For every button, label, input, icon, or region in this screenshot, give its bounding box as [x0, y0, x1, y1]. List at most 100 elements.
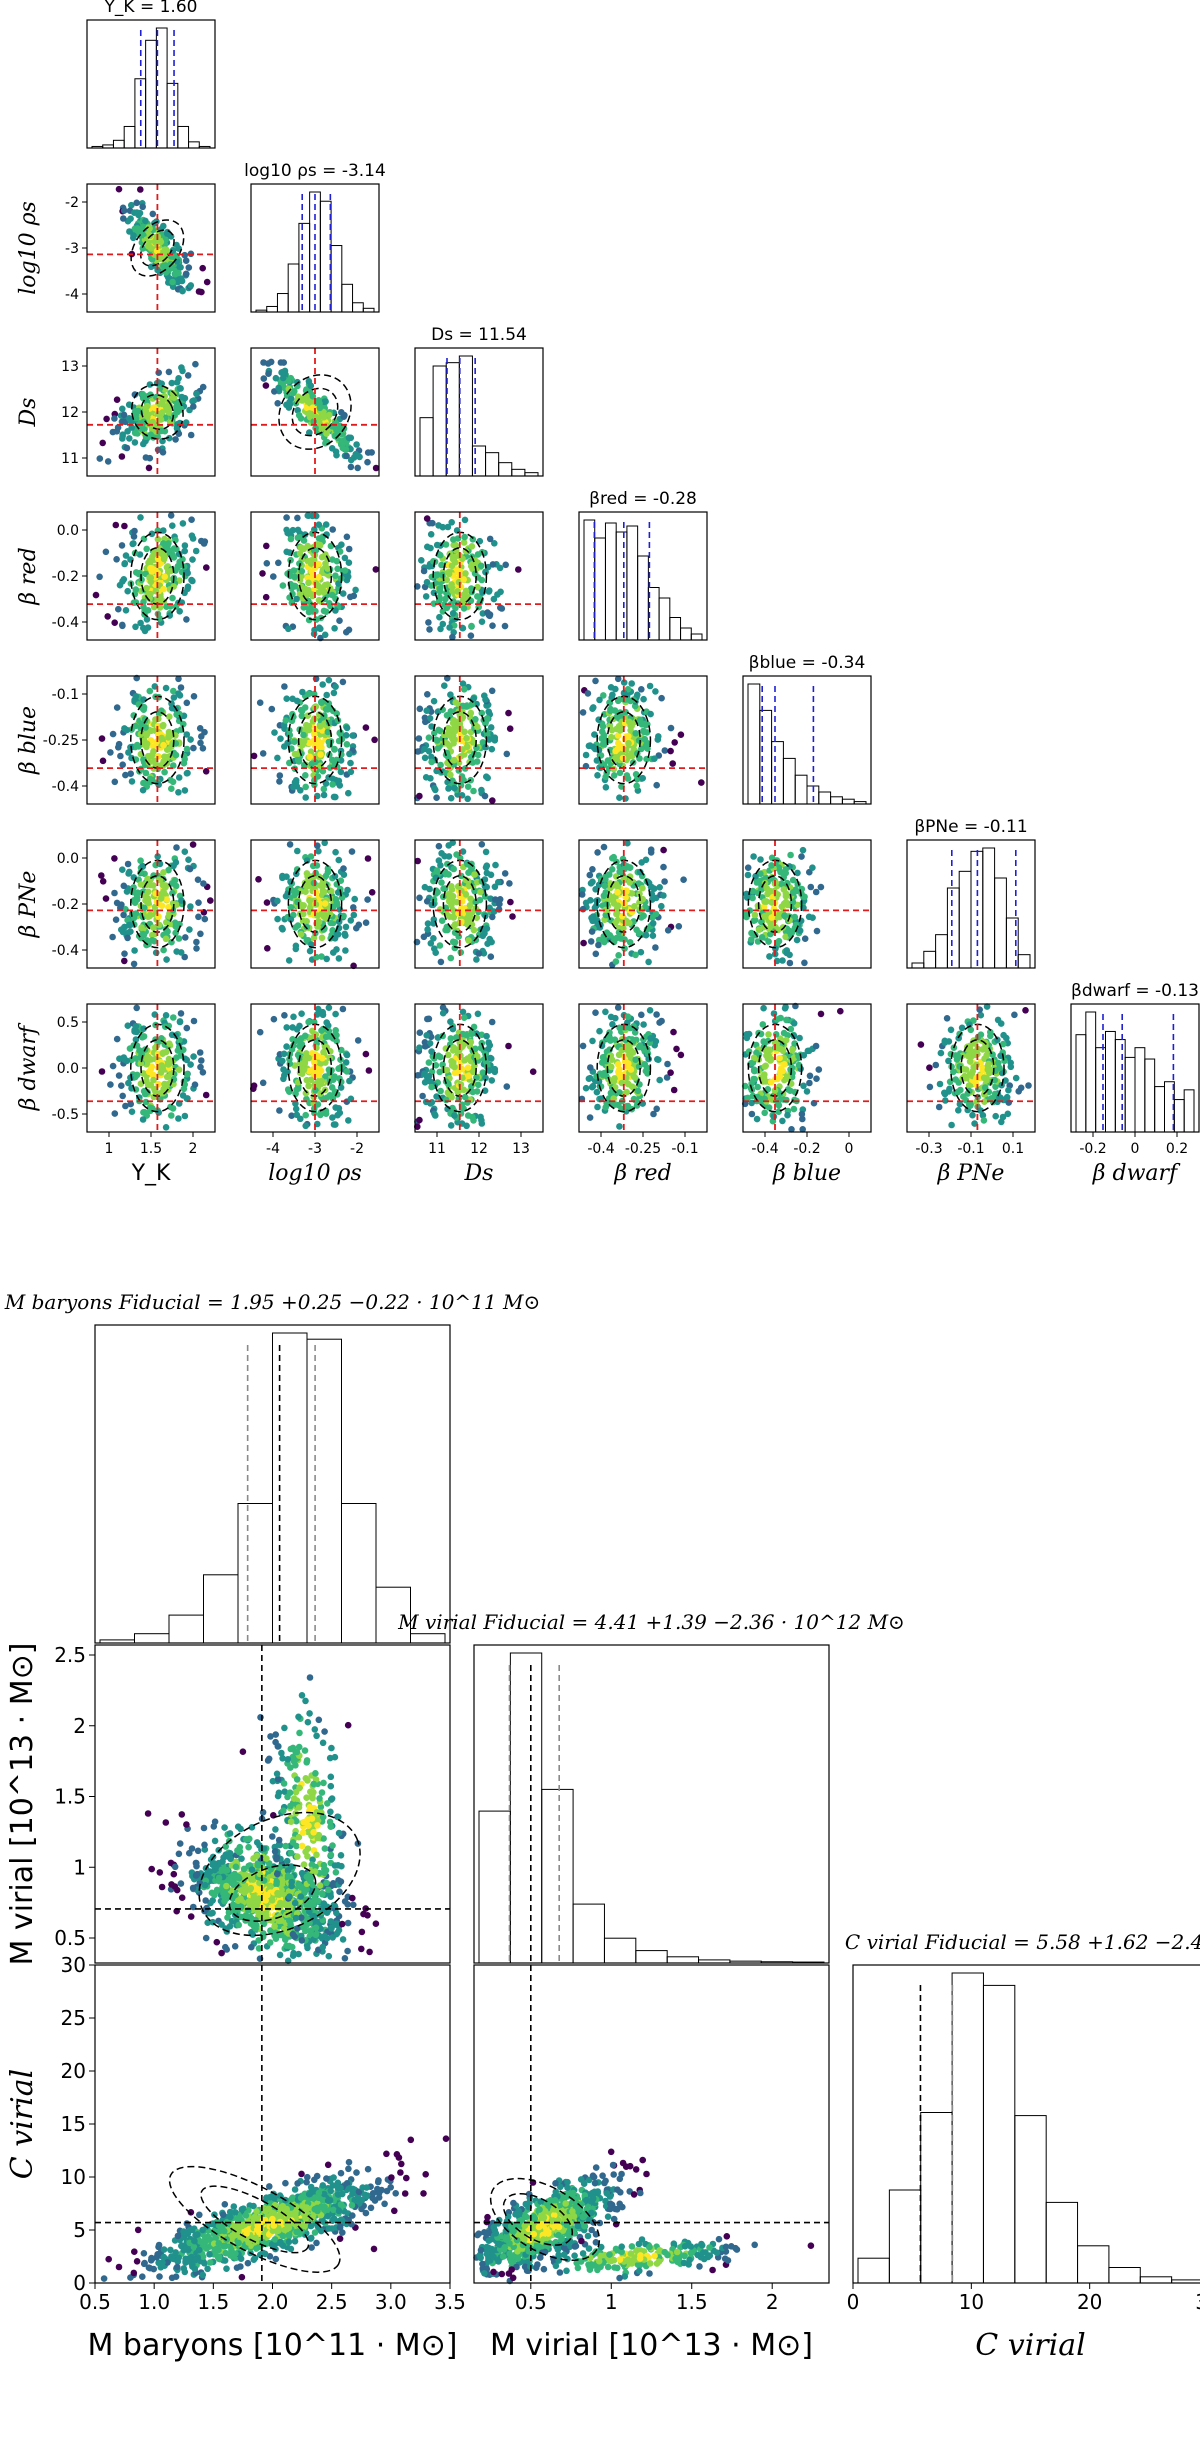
- panel-beta_PNe-vs-beta_blue-scatter-point: [755, 926, 763, 933]
- panel-beta_PNe-vs-Y_K-scatter-point: [186, 926, 193, 933]
- panel-beta_red-vs-log10_rho_s-scatter-point: [259, 570, 266, 577]
- panel-beta_dwarf-vs-Ds-scatter-point: [475, 1081, 482, 1089]
- panel-beta_blue-vs-log10_rho_s-scatter-point: [271, 729, 278, 736]
- panel-log10_rho_s-vs-Y_K-scatter-point: [181, 251, 188, 259]
- panel-beta_blue-vs-log10_rho_s-scatter-point: [347, 768, 355, 776]
- panel-beta_red-vs-log10_rho_s-scatter-point: [328, 591, 336, 599]
- panel-beta_dwarf-vs-beta_red-scatter-point: [586, 1114, 594, 1121]
- hist-beta_red-bar-1: [594, 537, 606, 641]
- ytick-label-beta_PNe-0: 0.0: [57, 851, 79, 867]
- hist-log10_rho_s-bar-3: [287, 263, 300, 313]
- hist-beta_blue-bar-4: [794, 774, 808, 805]
- panel-beta_blue-vs-Y_K-scatter-point: [155, 715, 162, 723]
- panel-beta_red-vs-Ds-scatter-point: [462, 570, 469, 577]
- panel-beta_blue-vs-Y_K-scatter-point: [172, 751, 180, 759]
- panel-beta_blue-vs-log10_rho_s-scatter-point: [284, 739, 291, 747]
- ytick-label-Ds-0: 13: [61, 359, 79, 375]
- panel-log10_rho_s-vs-Y_K-scatter-point: [130, 232, 137, 239]
- panel-log10_rho_s-vs-Y_K-contour-inner: [139, 229, 175, 267]
- panel-beta_dwarf-vs-Y_K-scatter-point: [141, 1109, 149, 1116]
- panel-beta_red-vs-Y_K-scatter-point: [183, 616, 190, 623]
- panel-beta_blue-vs-Y_K-scatter-point: [122, 771, 129, 779]
- panel-beta_red-vs-Y_K-scatter-point: [129, 540, 136, 548]
- panel-beta_dwarf-vs-beta_blue-scatter-point: [786, 1087, 794, 1094]
- panel-beta_blue-vs-beta_red-scatter-point: [638, 686, 645, 693]
- panel-beta_red-vs-Ds-scatter-point: [478, 576, 486, 584]
- panel-beta_blue-vs-log10_rho_s-scatter-point: [323, 706, 331, 713]
- panel-beta_dwarf-vs-beta_blue-scatter-point: [812, 1042, 820, 1050]
- panel-beta_dwarf-vs-Y_K-scatter-point: [187, 1061, 194, 1068]
- panel-Ds-vs-Y_K-contour-outer: [130, 384, 184, 440]
- panel-beta_red-vs-log10_rho_s-scatter-point: [291, 573, 299, 581]
- panel-beta_dwarf-vs-log10_rho_s-scatter-point: [332, 1121, 339, 1128]
- panel-beta_blue-vs-log10_rho_s-scatter-point: [324, 728, 332, 736]
- panel-beta_PNe-vs-beta_blue-scatter-point: [782, 866, 789, 873]
- panel-beta_dwarf-vs-beta_red-scatter-point: [593, 1088, 601, 1096]
- panel-beta_PNe-vs-log10_rho_s-scatter-point: [293, 889, 300, 896]
- xtick-label-Y_K-2: 2: [189, 1141, 198, 1157]
- panel-beta_blue-vs-Ds-scatter-point: [470, 787, 477, 795]
- panel-beta_PNe-vs-beta_red-scatter-point: [616, 868, 623, 875]
- panel-beta_red-vs-Y_K-scatter-point: [176, 558, 183, 566]
- panel-beta_blue-vs-Y_K-scatter-point: [99, 757, 107, 765]
- panel-beta_blue-vs-Ds-scatter-point: [464, 783, 472, 790]
- panel-beta_blue-vs-Ds-scatter-point: [450, 756, 458, 764]
- panel-beta_red-vs-Y_K-scatter-point: [160, 585, 167, 593]
- panel-beta_red-vs-log10_rho_s-scatter-point: [279, 582, 287, 589]
- panel-beta_dwarf-vs-Y_K-scatter-point: [170, 1014, 177, 1021]
- panel-beta_blue-vs-log10_rho_s-scatter-point: [316, 723, 324, 730]
- panel-beta_dwarf-vs-beta_PNe-scatter-point: [1005, 1086, 1012, 1094]
- ytick-label-beta_red-2: -0.4: [52, 615, 79, 631]
- panel-beta_dwarf-vs-Y_K-scatter-point: [181, 1112, 189, 1120]
- panel-beta_blue-vs-Ds-frame: [414, 675, 544, 805]
- panel-beta_blue-vs-Ds-scatter-point: [488, 745, 496, 753]
- panel-log10_rho_s-vs-Y_K-scatter-point: [153, 247, 161, 255]
- panel-beta_blue-vs-log10_rho_s-scatter-point: [310, 690, 318, 698]
- panel-beta_blue-vs-beta_red-scatter-point: [634, 691, 641, 699]
- panel-Ds-vs-Y_K-scatter-point: [187, 431, 195, 439]
- panel-Ds-vs-Y_K-scatter-point: [192, 360, 199, 368]
- panel-beta_PNe-vs-beta_red-scatter-point: [639, 884, 646, 892]
- panel-beta_dwarf-vs-Ds-scatter-point: [416, 1029, 424, 1036]
- panel-beta_PNe-vs-Ds-scatter-point: [435, 857, 443, 864]
- panel-beta_blue-vs-Y_K-scatter-point: [145, 759, 153, 766]
- panel-beta_blue-vs-beta_red-scatter-point: [641, 728, 648, 736]
- panel-beta_PNe-vs-log10_rho_s-scatter-point: [320, 888, 328, 895]
- panel-beta_blue-vs-log10_rho_s-scatter-point: [332, 793, 339, 801]
- ylabel-log10_rho_s: log10 ρs: [16, 201, 41, 295]
- panel-Ds-vs-log10_rho_s-scatter-point: [372, 464, 380, 472]
- panel-beta_red-vs-Ds-scatter-point: [478, 618, 486, 625]
- panel-beta_blue-vs-Y_K-scatter-point: [109, 730, 117, 738]
- ytick-label-beta_blue-2: -0.4: [52, 779, 79, 795]
- panel-beta_dwarf-vs-beta_blue-scatter-point: [789, 1046, 796, 1053]
- panel-beta_red-vs-Ds-scatter-point: [468, 561, 476, 568]
- panel-beta_dwarf-vs-log10_rho_s-scatter-point: [300, 1066, 308, 1073]
- panel-beta_red-vs-Y_K-scatter-point: [184, 569, 191, 577]
- panel-beta_dwarf-vs-Y_K-scatter-point: [133, 1004, 140, 1012]
- panel-beta_blue-vs-beta_red-scatter-point: [614, 732, 622, 739]
- panel-beta_blue-vs-Y_K-scatter-point: [183, 745, 191, 753]
- panel-beta_red-vs-log10_rho_s-scatter-point: [339, 590, 347, 597]
- panel-beta_red-vs-Ds-scatter-point: [461, 533, 468, 541]
- panel-beta_PNe-vs-Y_K-scatter-point: [160, 888, 167, 895]
- panel-beta_PNe-vs-Ds-scatter-point: [438, 917, 446, 924]
- panel-Ds-vs-log10_rho_s-scatter-point: [339, 438, 346, 446]
- panel-Ds-vs-log10_rho_s-scatter-point: [323, 430, 330, 437]
- panel-beta_red-vs-log10_rho_s-scatter-point: [315, 573, 323, 581]
- panel-beta_red-vs-log10_rho_s-scatter-point: [341, 567, 349, 574]
- panel-beta_blue-vs-beta_red-scatter-point: [658, 694, 665, 702]
- panel-log10_rho_s-vs-Y_K-scatter-point: [203, 278, 211, 286]
- panel-beta_dwarf-vs-beta_blue-scatter-point: [837, 1007, 844, 1015]
- panel-beta_red-vs-Ds-scatter-point: [438, 561, 445, 569]
- panel-beta_dwarf-vs-beta_red-scatter-point: [647, 1035, 654, 1042]
- panel-beta_blue-vs-beta_red-scatter-point: [633, 782, 640, 790]
- hist-beta_red-bar-9: [680, 627, 692, 641]
- panel-beta_red-vs-Y_K-scatter-point: [118, 542, 126, 549]
- panel-beta_dwarf-vs-beta_red-scatter-point: [670, 1086, 678, 1094]
- panel-beta_PNe-vs-Y_K-scatter-point: [186, 865, 194, 873]
- panel-beta_blue-vs-log10_rho_s-scatter-point: [291, 750, 299, 758]
- panel-beta_red-vs-Ds-frame: [414, 511, 544, 641]
- panel-beta_PNe-vs-beta_blue-scatter-point: [786, 951, 793, 959]
- hist-beta_PNe-bar-6: [982, 847, 996, 969]
- panel-beta_blue-vs-log10_rho_s-scatter-point: [343, 724, 351, 732]
